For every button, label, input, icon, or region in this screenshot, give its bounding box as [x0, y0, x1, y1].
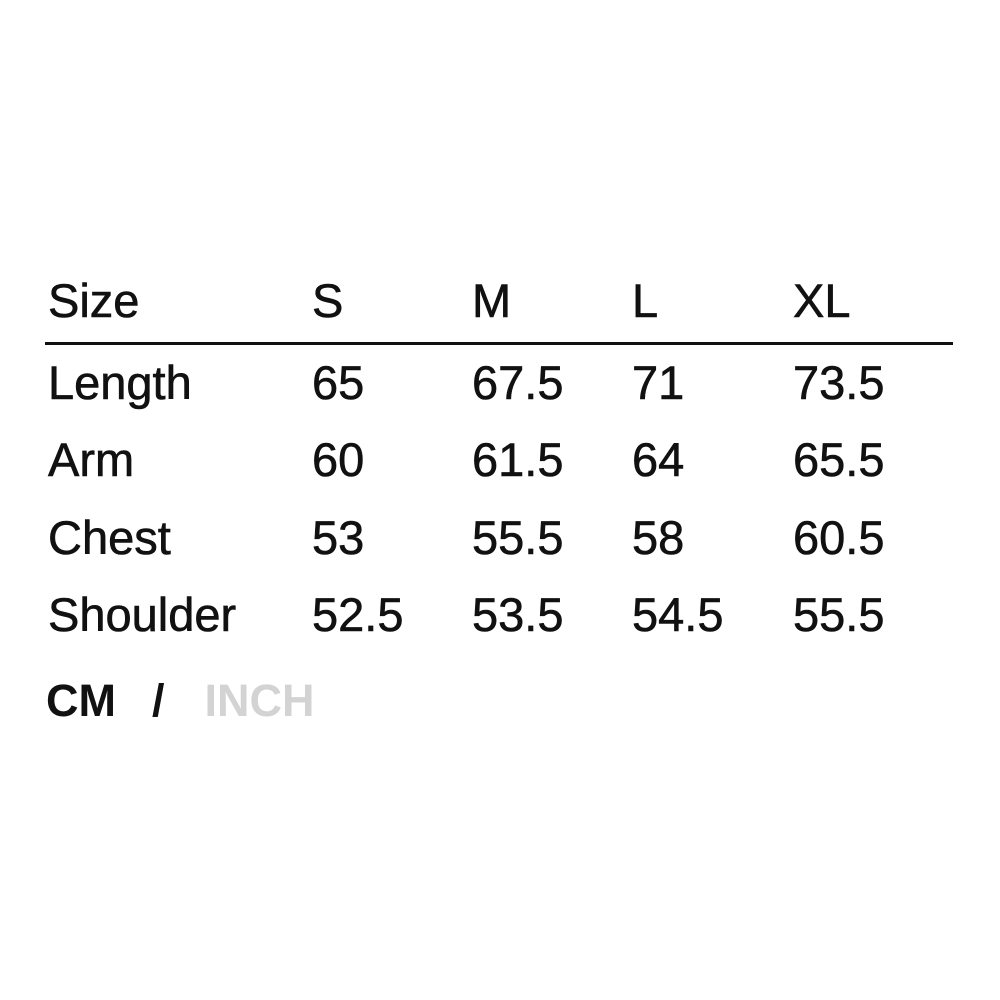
cell-value: 53 — [312, 511, 365, 564]
cell-value: 60 — [312, 433, 365, 486]
cell-value: 61.5 — [472, 433, 564, 486]
header-row: Size S M L XL — [0, 274, 1000, 327]
unit-separator: / — [151, 675, 165, 726]
row-label: Arm — [48, 433, 135, 486]
row-label: Length — [48, 356, 192, 409]
table-row: Chest 53 55.5 58 60.5 — [0, 511, 1000, 564]
cell-value: 64 — [632, 433, 685, 486]
cell-value: 52.5 — [312, 588, 404, 641]
header-xl: XL — [793, 274, 851, 327]
cell-value: 54.5 — [632, 588, 724, 641]
cell-value: 53.5 — [472, 588, 564, 641]
header-l: L — [632, 274, 659, 327]
cell-value: 71 — [632, 356, 685, 409]
header-s: S — [312, 274, 344, 327]
cell-value: 55.5 — [793, 588, 885, 641]
unit-toggle: CM / INCH — [46, 677, 315, 725]
cell-value: 58 — [632, 511, 685, 564]
header-size: Size — [48, 274, 140, 327]
table-row: Arm 60 61.5 64 65.5 — [0, 433, 1000, 486]
cell-value: 60.5 — [793, 511, 885, 564]
row-label: Chest — [48, 511, 171, 564]
unit-cm-button[interactable]: CM — [46, 675, 116, 726]
cell-value: 65 — [312, 356, 365, 409]
table-row: Shoulder 52.5 53.5 54.5 55.5 — [0, 588, 1000, 641]
table-row: Length 65 67.5 71 73.5 — [0, 356, 1000, 409]
cell-value: 67.5 — [472, 356, 564, 409]
cell-value: 65.5 — [793, 433, 885, 486]
row-label: Shoulder — [48, 588, 237, 641]
header-m: M — [472, 274, 512, 327]
cell-value: 73.5 — [793, 356, 885, 409]
header-divider — [45, 342, 953, 345]
cell-value: 55.5 — [472, 511, 564, 564]
unit-inch-button[interactable]: INCH — [204, 675, 315, 726]
